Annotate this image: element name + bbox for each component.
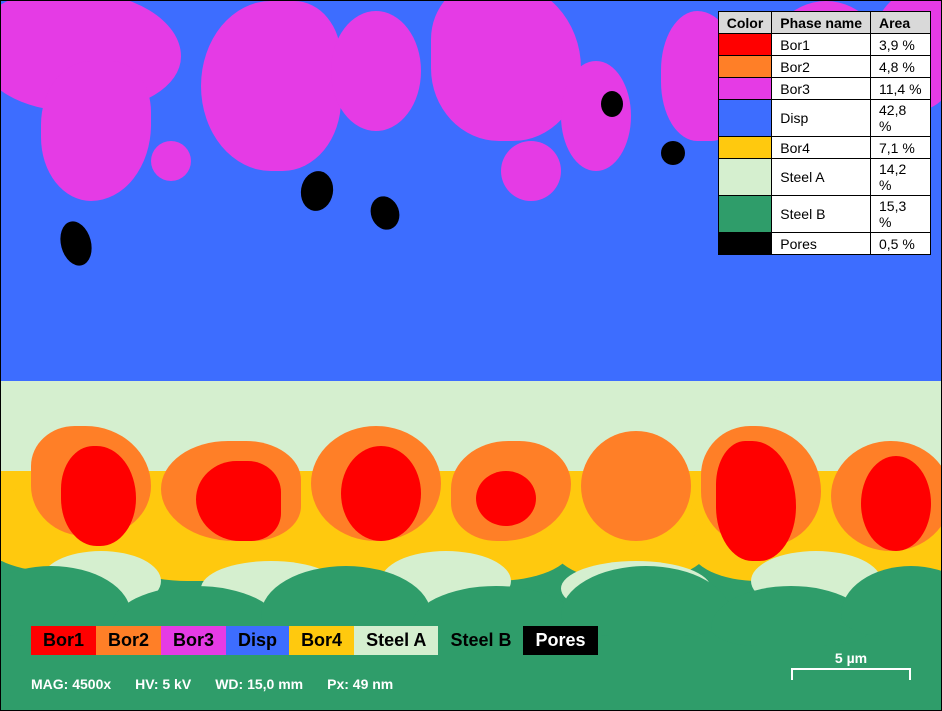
scale-bar-line [791, 668, 911, 680]
col-color: Color [718, 12, 772, 34]
phase-area: 11,4 % [871, 78, 931, 100]
col-phase: Phase name [772, 12, 871, 34]
phase-name: Bor4 [772, 137, 871, 159]
phase-legend-table: Color Phase name Area Bor13,9 %Bor24,8 %… [718, 11, 931, 255]
key-chip-pores: Pores [523, 626, 597, 655]
acquisition-info-bar: MAG: 4500x HV: 5 kV WD: 15,0 mm Px: 49 n… [31, 676, 393, 692]
swatch-bor3 [718, 78, 772, 100]
phase-map-figure: Color Phase name Area Bor13,9 %Bor24,8 %… [0, 0, 942, 711]
phase-name: Bor3 [772, 78, 871, 100]
table-row: Bor47,1 % [718, 137, 930, 159]
info-hv: HV: 5 kV [135, 676, 191, 692]
table-row: Bor311,4 % [718, 78, 930, 100]
swatch-pores [718, 233, 772, 255]
swatch-bor2 [718, 56, 772, 78]
phase-name: Disp [772, 100, 871, 137]
table-header-row: Color Phase name Area [718, 12, 930, 34]
col-area: Area [871, 12, 931, 34]
swatch-steelB [718, 196, 772, 233]
table-row: Bor24,8 % [718, 56, 930, 78]
swatch-disp [718, 100, 772, 137]
info-wd: WD: 15,0 mm [215, 676, 303, 692]
phase-name: Bor2 [772, 56, 871, 78]
table-row: Steel B15,3 % [718, 196, 930, 233]
phase-area: 7,1 % [871, 137, 931, 159]
swatch-bor4 [718, 137, 772, 159]
key-chip-steel-a: Steel A [354, 626, 438, 655]
phase-area: 14,2 % [871, 159, 931, 196]
phase-area: 4,8 % [871, 56, 931, 78]
phase-name: Steel B [772, 196, 871, 233]
phase-area: 0,5 % [871, 233, 931, 255]
phase-key-row: Bor1Bor2Bor3DispBor4Steel ASteel BPores [31, 626, 598, 655]
key-chip-bor2: Bor2 [96, 626, 161, 655]
phase-name: Bor1 [772, 34, 871, 56]
key-chip-disp: Disp [226, 626, 289, 655]
key-chip-bor3: Bor3 [161, 626, 226, 655]
table-row: Bor13,9 % [718, 34, 930, 56]
scale-bar-label: 5 µm [791, 650, 911, 666]
table-row: Steel A14,2 % [718, 159, 930, 196]
info-mag: MAG: 4500x [31, 676, 111, 692]
table-row: Disp42,8 % [718, 100, 930, 137]
phase-area: 42,8 % [871, 100, 931, 137]
swatch-steelA [718, 159, 772, 196]
phase-name: Steel A [772, 159, 871, 196]
phase-name: Pores [772, 233, 871, 255]
table-row: Pores0,5 % [718, 233, 930, 255]
scale-bar: 5 µm [791, 650, 911, 680]
swatch-bor1 [718, 34, 772, 56]
phase-area: 15,3 % [871, 196, 931, 233]
key-chip-bor1: Bor1 [31, 626, 96, 655]
key-chip-bor4: Bor4 [289, 626, 354, 655]
info-px: Px: 49 nm [327, 676, 393, 692]
key-chip-steel-b: Steel B [438, 626, 523, 655]
phase-area: 3,9 % [871, 34, 931, 56]
